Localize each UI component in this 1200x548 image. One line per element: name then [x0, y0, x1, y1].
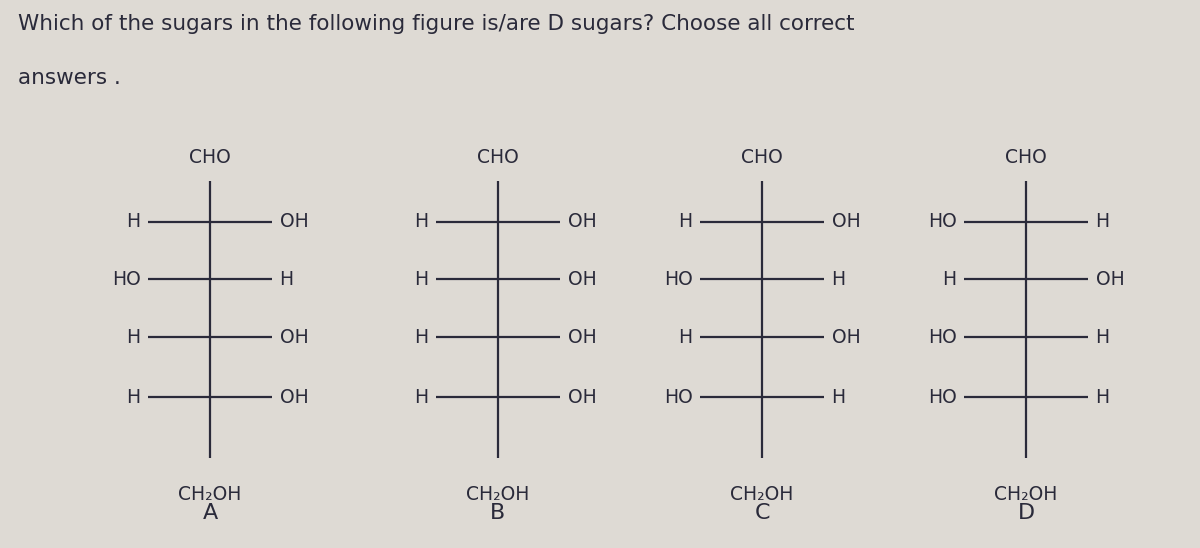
Text: OH: OH	[280, 213, 308, 231]
Text: H: H	[280, 270, 294, 289]
Text: OH: OH	[568, 388, 596, 407]
Text: HO: HO	[664, 388, 692, 407]
Text: H: H	[414, 270, 428, 289]
Text: H: H	[414, 328, 428, 346]
Text: CH₂OH: CH₂OH	[995, 485, 1057, 504]
Text: CH₂OH: CH₂OH	[467, 485, 529, 504]
Text: CHO: CHO	[1006, 148, 1046, 167]
Text: Which of the sugars in the following figure is/are D sugars? Choose all correct: Which of the sugars in the following fig…	[18, 14, 854, 33]
Text: B: B	[491, 504, 505, 523]
Text: CHO: CHO	[742, 148, 782, 167]
Text: CHO: CHO	[190, 148, 230, 167]
Text: H: H	[678, 328, 692, 346]
Text: C: C	[755, 504, 769, 523]
Text: H: H	[126, 213, 140, 231]
Text: H: H	[942, 270, 956, 289]
Text: answers .: answers .	[18, 68, 121, 88]
Text: HO: HO	[928, 213, 956, 231]
Text: HO: HO	[928, 328, 956, 346]
Text: HO: HO	[928, 388, 956, 407]
Text: OH: OH	[832, 213, 860, 231]
Text: CH₂OH: CH₂OH	[731, 485, 793, 504]
Text: OH: OH	[280, 388, 308, 407]
Text: HO: HO	[664, 270, 692, 289]
Text: H: H	[1096, 328, 1110, 346]
Text: H: H	[1096, 213, 1110, 231]
Text: OH: OH	[1096, 270, 1124, 289]
Text: H: H	[832, 270, 846, 289]
Text: OH: OH	[568, 213, 596, 231]
Text: H: H	[832, 388, 846, 407]
Text: A: A	[203, 504, 217, 523]
Text: H: H	[678, 213, 692, 231]
Text: H: H	[126, 328, 140, 346]
Text: H: H	[1096, 388, 1110, 407]
Text: D: D	[1018, 504, 1034, 523]
Text: CHO: CHO	[478, 148, 518, 167]
Text: OH: OH	[280, 328, 308, 346]
Text: OH: OH	[568, 328, 596, 346]
Text: H: H	[126, 388, 140, 407]
Text: OH: OH	[568, 270, 596, 289]
Text: CH₂OH: CH₂OH	[179, 485, 241, 504]
Text: HO: HO	[112, 270, 140, 289]
Text: H: H	[414, 213, 428, 231]
Text: H: H	[414, 388, 428, 407]
Text: OH: OH	[832, 328, 860, 346]
